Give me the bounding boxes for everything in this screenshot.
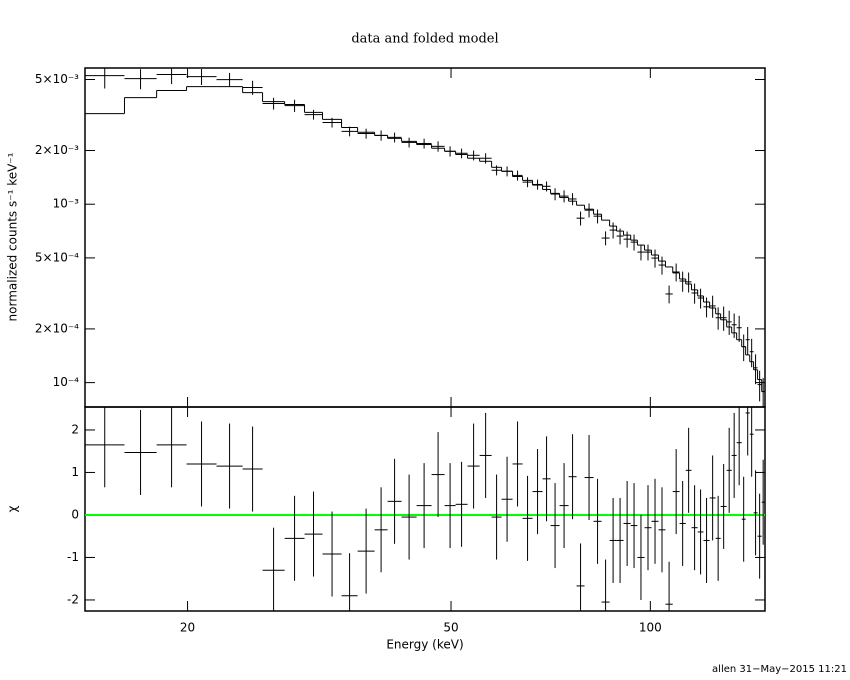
x-axis-label: Energy (keV) bbox=[386, 638, 463, 652]
y-tick-label: 1 bbox=[71, 465, 79, 479]
y-axis-label: normalized counts s⁻¹ keV⁻¹ bbox=[6, 152, 20, 321]
y-tick-label: 0 bbox=[71, 507, 79, 521]
y-tick-label: 5×10⁻³ bbox=[35, 72, 79, 86]
chart-title: data and folded model bbox=[351, 32, 498, 47]
y-tick-label: 10⁻⁴ bbox=[53, 375, 80, 389]
x-tick-label: 20 bbox=[180, 621, 195, 635]
y-tick-label: -1 bbox=[67, 550, 79, 564]
footer: allen 31−May−2015 11:21 bbox=[712, 664, 847, 675]
plot-frame bbox=[84, 67, 766, 408]
plot-frame bbox=[84, 406, 766, 612]
y-tick-label: 10⁻³ bbox=[53, 197, 80, 211]
x-tick-label: 100 bbox=[639, 621, 662, 635]
x-tick-label: 50 bbox=[443, 621, 458, 635]
y-tick-label: 5×10⁻⁴ bbox=[35, 250, 79, 264]
y-tick-label: 2×10⁻⁴ bbox=[35, 321, 79, 335]
y-tick-label: 2 bbox=[71, 422, 79, 436]
y-tick-label: 2×10⁻³ bbox=[35, 143, 79, 157]
y-tick-label: -2 bbox=[67, 592, 79, 606]
y-axis-label: χ bbox=[6, 505, 20, 512]
